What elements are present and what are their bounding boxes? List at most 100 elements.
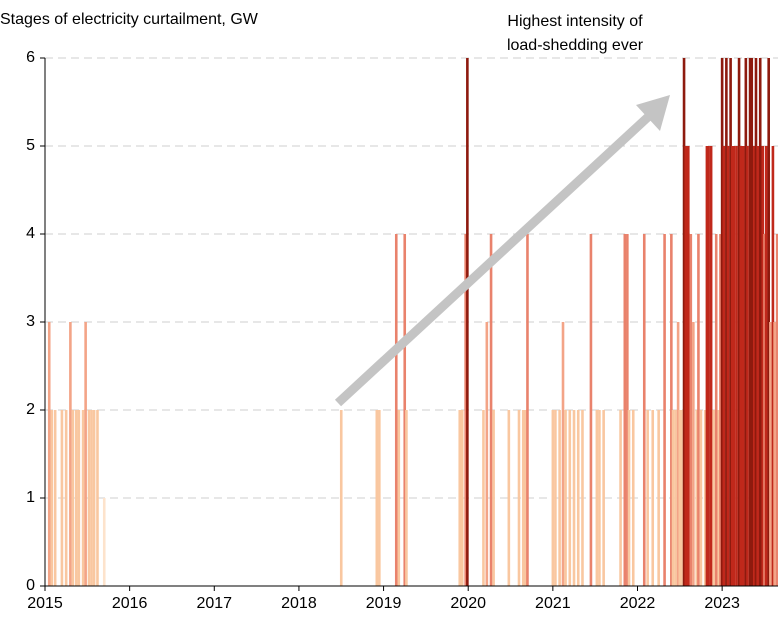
arrow-head <box>636 95 670 131</box>
bar <box>75 410 78 586</box>
bar <box>464 234 467 586</box>
bar <box>741 146 745 586</box>
bar <box>81 410 85 586</box>
bar <box>551 410 555 586</box>
bar <box>732 146 736 586</box>
bar <box>598 410 601 586</box>
x-tick-label: 2020 <box>450 595 486 612</box>
bar <box>466 58 469 586</box>
bar <box>735 146 738 586</box>
bar <box>767 58 770 586</box>
bar <box>84 322 87 586</box>
bar <box>754 58 758 586</box>
x-tick-label: 2017 <box>196 595 232 612</box>
annotation: Highest intensity of <box>507 13 643 30</box>
bar <box>394 234 398 586</box>
bar <box>378 410 381 586</box>
bar <box>458 410 462 586</box>
bar <box>619 410 622 586</box>
arrow-shaft <box>334 113 652 407</box>
bar <box>595 410 599 586</box>
bar <box>561 322 565 586</box>
x-tick-label: 2016 <box>112 595 148 612</box>
x-tick-label: 2021 <box>535 595 571 612</box>
bar <box>712 410 715 586</box>
bar <box>680 410 683 586</box>
bar <box>589 234 593 586</box>
bar <box>730 146 734 586</box>
bar <box>339 410 343 586</box>
bar <box>748 58 752 586</box>
bar <box>90 410 93 586</box>
bar <box>663 234 666 586</box>
bar <box>581 410 584 586</box>
bar <box>524 410 528 586</box>
bar <box>705 146 709 586</box>
bar <box>764 146 768 586</box>
chart-title: Stages of electricity curtailment, GW <box>0 11 259 28</box>
bar <box>482 410 485 586</box>
bar <box>689 234 693 586</box>
bar <box>626 234 629 586</box>
bar <box>642 234 646 586</box>
bar <box>756 146 759 586</box>
bar <box>50 410 54 586</box>
bar <box>761 146 765 586</box>
bar <box>657 410 660 586</box>
bar <box>71 410 75 586</box>
bar <box>69 322 72 586</box>
bar <box>558 410 561 586</box>
x-tick-label: 2018 <box>281 595 317 612</box>
bar <box>485 322 489 586</box>
bar <box>682 58 686 586</box>
bar <box>507 410 511 586</box>
bar <box>725 58 728 586</box>
bar <box>699 410 703 586</box>
bar <box>670 234 673 586</box>
y-tick-label: 3 <box>26 313 35 330</box>
bar <box>554 410 557 586</box>
axes: 0 1 2 3 4 5 6 2015 2016 2017 2018 2019 2020 2021 2022 2… <box>26 49 778 612</box>
bar <box>753 146 756 586</box>
x-tick-label: 2023 <box>704 595 740 612</box>
bar <box>87 410 91 586</box>
bar <box>703 410 707 586</box>
bar <box>403 234 407 586</box>
bar <box>769 322 772 586</box>
bar <box>651 410 655 586</box>
bar <box>714 234 718 586</box>
bar <box>773 322 776 586</box>
bar <box>77 410 81 586</box>
bar <box>722 146 726 586</box>
bar <box>564 410 567 586</box>
bar <box>375 410 379 586</box>
bar <box>92 410 96 586</box>
bar <box>695 410 699 586</box>
bar <box>47 322 51 586</box>
grid <box>45 57 778 499</box>
bar <box>737 58 741 586</box>
bar <box>627 410 631 586</box>
bar <box>60 410 64 586</box>
bar <box>646 410 649 586</box>
bar <box>775 234 778 586</box>
bar <box>676 322 680 586</box>
y-tick-label: 1 <box>26 489 35 506</box>
bar <box>64 410 68 586</box>
bar <box>707 146 710 586</box>
bar <box>517 410 521 586</box>
bar <box>729 58 732 586</box>
annotation: load-shedding ever <box>507 37 644 54</box>
bar <box>53 410 57 586</box>
y-tick-label: 0 <box>26 577 35 594</box>
bar <box>492 410 495 586</box>
bar <box>460 410 464 586</box>
bar <box>602 410 605 586</box>
bar <box>686 146 690 586</box>
bar <box>720 58 724 586</box>
bar <box>405 410 408 586</box>
bar <box>726 146 730 586</box>
bar <box>739 146 743 586</box>
x-tick-label: 2015 <box>27 595 63 612</box>
